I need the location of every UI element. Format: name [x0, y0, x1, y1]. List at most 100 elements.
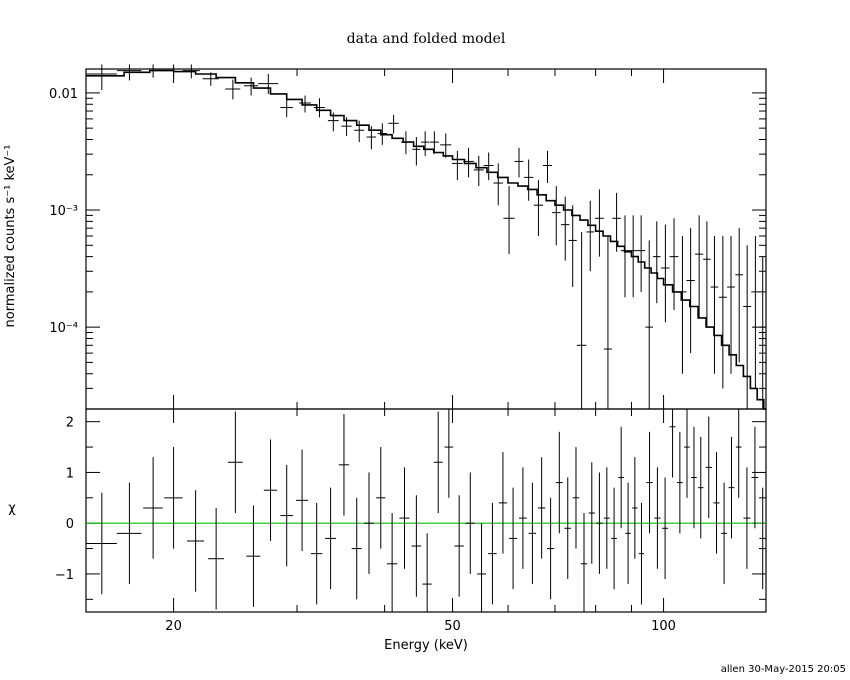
- residual-point: [280, 464, 293, 567]
- y-tick-label: 1: [66, 466, 74, 481]
- data-point: [586, 200, 595, 272]
- residual-point: [735, 409, 742, 498]
- data-point: [473, 155, 484, 187]
- residual-point: [728, 436, 735, 539]
- top-panel-ticks: 0.01 10⁻³ 10⁻⁴: [49, 69, 766, 410]
- bottom-panel: χ 2 1 0 −1 20 50 100 Energy (keV): [8, 408, 767, 653]
- residual-point: [444, 409, 454, 498]
- residual-point: [465, 472, 475, 574]
- residual-point: [713, 452, 720, 554]
- residual-point: [351, 497, 362, 600]
- data-point: [451, 150, 463, 181]
- data-point: [523, 159, 534, 201]
- data-point: [377, 123, 387, 145]
- data-point: [653, 221, 661, 304]
- data-point: [727, 236, 735, 374]
- data-point: [718, 236, 727, 389]
- data-point: [421, 131, 430, 156]
- residual-point: [433, 411, 443, 514]
- data-point: [543, 150, 552, 184]
- data-point: [164, 64, 183, 78]
- residual-point: [684, 409, 690, 498]
- data-point: [440, 133, 452, 158]
- residual-point: [164, 447, 183, 549]
- data-point: [388, 114, 399, 134]
- data-point: [568, 205, 577, 288]
- residual-point: [411, 495, 422, 597]
- model-curve: [86, 69, 766, 410]
- x-tick-label: 50: [444, 619, 461, 634]
- residual-point: [676, 431, 683, 534]
- residual-point: [743, 467, 751, 569]
- data-points: [86, 64, 766, 409]
- data-point: [576, 231, 587, 409]
- residual-point: [376, 447, 386, 549]
- residual-point: [691, 426, 697, 529]
- residual-point: [555, 431, 563, 534]
- data-point: [637, 215, 646, 292]
- residual-point: [477, 523, 486, 612]
- data-point: [759, 256, 766, 409]
- data-point: [603, 236, 612, 409]
- data-point: [561, 196, 570, 261]
- residual-point: [751, 426, 759, 529]
- residual-point: [572, 447, 580, 549]
- data-point: [299, 95, 311, 113]
- data-point: [661, 224, 670, 323]
- data-point: [493, 163, 503, 206]
- bottom-panel-frame: [85, 408, 767, 613]
- data-point: [182, 64, 200, 79]
- residual-point: [186, 490, 204, 592]
- data-point: [751, 236, 760, 389]
- data-point: [695, 215, 704, 318]
- residual-point: [310, 502, 323, 605]
- model-step: [86, 69, 766, 410]
- data-point: [514, 147, 524, 178]
- residual-point: [662, 477, 669, 580]
- data-point: [483, 152, 494, 181]
- y-tick-label: 0: [66, 517, 74, 532]
- data-point: [116, 64, 142, 81]
- residual-point: [338, 414, 350, 516]
- data-point: [743, 245, 752, 409]
- residual-point: [263, 439, 278, 541]
- residual-point: [547, 497, 555, 600]
- data-point: [669, 218, 679, 311]
- residual-point: [488, 502, 497, 605]
- residual-point: [611, 487, 617, 590]
- residual-point: [208, 507, 224, 610]
- chart-title: data and folded model: [347, 31, 506, 47]
- data-point: [143, 64, 163, 78]
- residual-point: [509, 487, 518, 590]
- residual-point: [86, 492, 117, 595]
- residual-point: [364, 472, 374, 574]
- y-tick-label: 10⁻³: [49, 204, 78, 219]
- data-point: [327, 112, 339, 132]
- y-tick-label: 2: [66, 416, 74, 431]
- data-point: [258, 74, 279, 94]
- residual-point: [721, 482, 728, 585]
- residual-point: [564, 477, 572, 580]
- y-tick-label: 0.01: [49, 87, 78, 102]
- data-point: [86, 64, 117, 90]
- data-point: [280, 98, 293, 118]
- residual-point: [116, 482, 142, 585]
- residual-point: [143, 457, 163, 559]
- residual-point: [669, 409, 676, 478]
- data-point: [533, 180, 544, 237]
- data-point: [341, 117, 352, 136]
- data-point: [551, 186, 561, 246]
- data-point: [463, 147, 474, 178]
- residual-point: [296, 449, 308, 552]
- residual-point: [654, 467, 661, 569]
- data-point: [313, 98, 326, 118]
- data-point: [412, 137, 421, 166]
- residual-point: [698, 436, 704, 539]
- residual-point: [646, 431, 653, 534]
- top-panel: normalized counts s⁻¹ keV⁻¹ 0.01 10⁻³ 10⁻⁴: [3, 64, 767, 410]
- residual-point: [246, 505, 261, 607]
- data-point: [703, 221, 711, 328]
- residual-point: [632, 457, 638, 559]
- residual-point: [498, 452, 508, 554]
- residual-point: [519, 467, 527, 569]
